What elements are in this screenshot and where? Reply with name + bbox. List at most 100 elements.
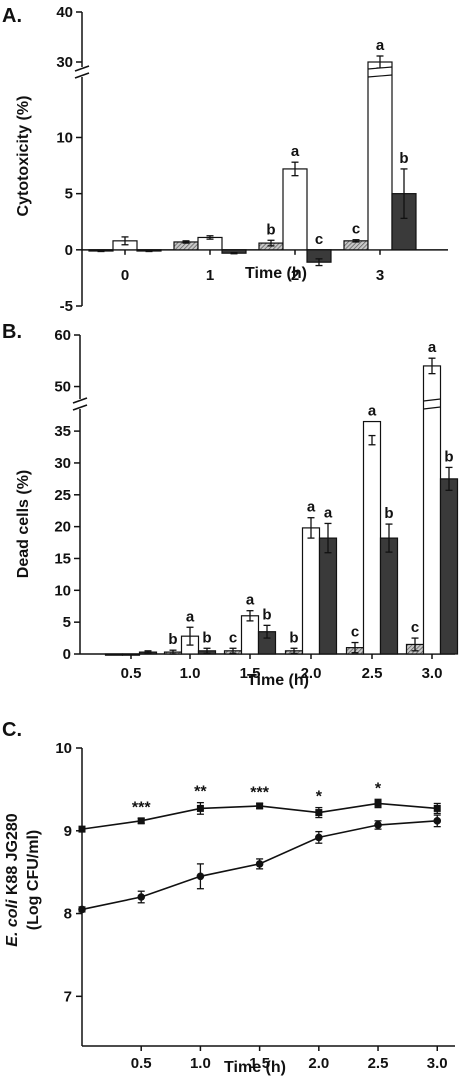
panel-c-ylabel-organism: E. coli — [4, 899, 21, 947]
x-tick-label: 3 — [376, 267, 384, 284]
panel-a-xlabel: Time (h) — [245, 265, 307, 282]
panel-c-ylabel-strain: K88 JG280 — [4, 813, 21, 899]
y-axis-break-slash-lower — [74, 72, 90, 79]
x-tick-label: 2.0 — [301, 665, 322, 682]
significance-stars: * — [316, 789, 323, 806]
y-tick-label: 10 — [55, 740, 72, 757]
data-point-square — [137, 817, 145, 825]
y-tick-label: 0 — [63, 646, 71, 663]
bar-break-gap — [424, 400, 440, 408]
x-tick-label: 3.0 — [422, 665, 443, 682]
bar-break-lower — [367, 74, 393, 78]
bar-open — [367, 61, 393, 251]
significance-letter: b — [202, 629, 211, 646]
y-tick-label: 50 — [54, 379, 71, 396]
data-point-circle — [137, 893, 146, 901]
bar-open — [282, 168, 308, 251]
y-tick-label: 40 — [56, 4, 73, 21]
y-tick-label: 5 — [65, 186, 73, 203]
x-tick-label: 0.5 — [121, 665, 142, 682]
significance-letter: a — [376, 37, 385, 54]
x-tick-label: 2.5 — [362, 665, 383, 682]
x-tick-label: 2 — [291, 267, 299, 284]
bar-break-gap — [369, 68, 391, 76]
data-point-circle — [255, 860, 264, 868]
y-tick-label: 10 — [54, 582, 71, 599]
y-tick-label: 30 — [54, 455, 71, 472]
y-tick-label: -5 — [60, 298, 73, 315]
data-point-square — [374, 799, 382, 807]
panel-b-xlabel: Time (h) — [247, 672, 309, 689]
significance-letter: b — [444, 448, 453, 465]
significance-letter: a — [307, 499, 316, 516]
significance-stars: *** — [250, 784, 269, 801]
y-tick-label: 7 — [64, 988, 72, 1005]
bar-break-upper — [367, 66, 393, 70]
significance-letter: a — [291, 143, 300, 160]
y-tick-label: 20 — [54, 519, 71, 536]
significance-letter: a — [428, 339, 437, 356]
significance-letter: b — [266, 221, 275, 238]
data-point-circle — [433, 817, 442, 825]
x-tick-label: 2.0 — [308, 1055, 329, 1072]
significance-letter: c — [352, 221, 360, 238]
significance-letter: a — [368, 403, 377, 420]
y-axis-break-gap — [74, 67, 90, 77]
y-tick-label: 10 — [56, 129, 73, 146]
y-tick-label: 8 — [64, 906, 72, 923]
panel-a-plot: -5 0 5 10 30 40 0 1 2 b a c 3 c a b — [56, 4, 448, 315]
panel-c-xlabel: Time (h) — [224, 1059, 286, 1076]
x-tick-label: 1.5 — [240, 665, 261, 682]
data-point-square — [433, 804, 441, 812]
significance-letter: b — [168, 631, 177, 648]
y-axis-break-slash-lower — [72, 404, 88, 411]
panel-c-ylabel-line1: E. coli K88 JG280 — [4, 813, 21, 947]
x-tick-label: 3.0 — [427, 1055, 448, 1072]
significance-letter: a — [324, 504, 333, 521]
y-axis-break-slash-upper — [72, 397, 88, 404]
x-tick-label: 1 — [206, 267, 214, 284]
y-tick-label: 15 — [54, 550, 71, 567]
significance-letter: b — [384, 505, 393, 522]
significance-stars: * — [375, 780, 382, 797]
data-point-circle — [196, 872, 205, 881]
bar-open — [301, 527, 321, 655]
panel-c: C. E. coli K88 JG280 (Log CFU/ml) Time (… — [2, 719, 455, 1076]
significance-letter: c — [351, 624, 359, 641]
data-point-square — [315, 809, 323, 817]
panel-a-ylabel: Cytotoxicity (%) — [15, 96, 32, 217]
y-tick-label: 9 — [64, 823, 72, 840]
panel-a-label: A. — [2, 5, 22, 27]
significance-letter: c — [229, 629, 237, 646]
panel-c-label: C. — [2, 719, 22, 741]
bar-break-lower — [423, 406, 441, 410]
panel-a: A. Cytotoxicity (%) Time (h) -5 0 5 10 30 40 0… — [2, 4, 448, 315]
significance-letter: b — [289, 629, 298, 646]
data-point-square — [256, 802, 264, 810]
bar-hatched — [104, 653, 124, 656]
significance-letter: c — [315, 231, 323, 248]
significance-letter: b — [399, 150, 408, 167]
data-point-circle — [78, 905, 86, 914]
bar-filled — [318, 537, 338, 655]
x-tick-label: 2.5 — [368, 1055, 389, 1072]
y-tick-label: 0 — [65, 242, 73, 259]
bar-filled — [439, 478, 459, 655]
y-tick-label: 25 — [54, 487, 71, 504]
panel-b-label: B. — [2, 321, 22, 343]
y-tick-label: 35 — [54, 423, 71, 440]
significance-stars: ** — [194, 784, 207, 801]
y-axis-break-gap — [72, 399, 88, 409]
significance-stars: *** — [132, 799, 151, 816]
data-point-circle — [315, 833, 323, 842]
panel-c-ylabel-line2: (Log CFU/ml) — [25, 830, 42, 930]
y-tick-label: 60 — [54, 327, 71, 344]
x-tick-label: 1.0 — [180, 665, 201, 682]
y-tick-label: 30 — [56, 54, 73, 71]
data-point-square — [78, 825, 86, 833]
bar-filled — [379, 537, 399, 655]
panel-b-ylabel: Dead cells (%) — [15, 470, 32, 578]
significance-letter: a — [186, 608, 195, 625]
